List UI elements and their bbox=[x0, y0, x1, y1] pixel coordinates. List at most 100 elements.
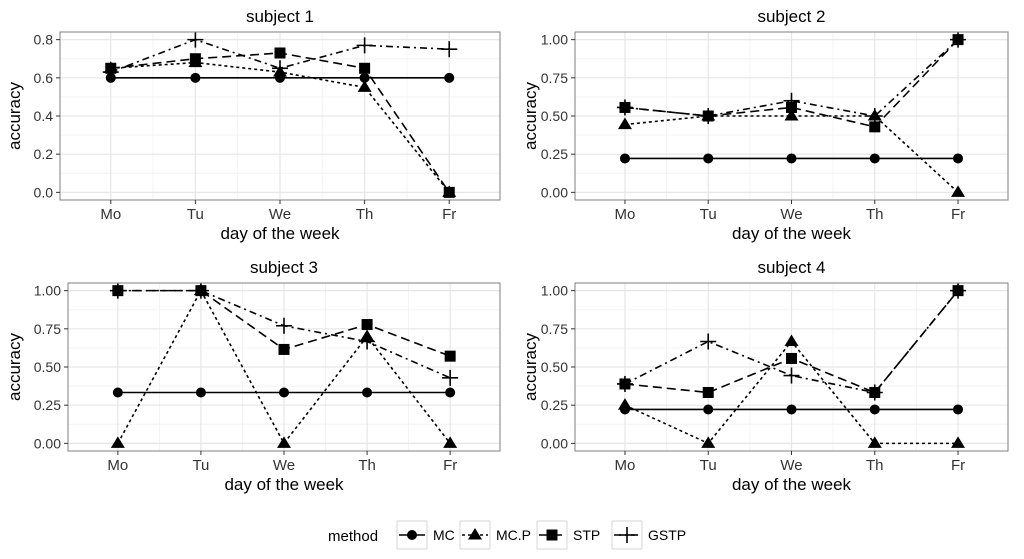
y-tick-label: 0.25 bbox=[34, 397, 61, 413]
point-gstp-mo bbox=[616, 375, 633, 392]
point-mc-tu bbox=[195, 387, 206, 398]
point-gstp-th bbox=[356, 37, 373, 54]
x-tick-label: Mo bbox=[107, 457, 128, 474]
point-stp-tu bbox=[189, 53, 201, 65]
point-gstp-tu bbox=[192, 282, 209, 299]
point-gstp-we bbox=[276, 317, 292, 334]
point-mc-we bbox=[786, 404, 797, 415]
point-mc-tu bbox=[703, 153, 714, 164]
y-tick-label: 0.75 bbox=[34, 321, 61, 337]
point-mc-th bbox=[869, 404, 880, 415]
panels-layer: 0.0 0.2 0.4 0.6 0.8 Mo Tu We Th Fr subject 1 day of… bbox=[5, 7, 1009, 494]
point-mc-th bbox=[869, 153, 880, 164]
y-tick-label: 0.4 bbox=[34, 108, 54, 124]
legend-label: MC.P bbox=[496, 527, 531, 543]
legend-label: GSTP bbox=[648, 527, 686, 543]
y-tick-label: 0.25 bbox=[541, 397, 568, 413]
x-tick-label: Mo bbox=[100, 206, 121, 223]
point-gstp-mo bbox=[102, 64, 119, 81]
point-stp-th bbox=[359, 62, 371, 74]
point-gstp-tu bbox=[187, 31, 204, 48]
series-line-mc-p bbox=[117, 288, 451, 445]
y-tick-label: 0.25 bbox=[541, 146, 568, 162]
x-tick-label: Fr bbox=[442, 206, 456, 223]
y-axis-label: accuracy bbox=[521, 81, 540, 150]
panel-3: 0.00 0.25 0.50 0.75 1.00 Mo Tu We Th Fr subject 3 d… bbox=[5, 258, 501, 494]
panel-title: subject 4 bbox=[757, 258, 825, 277]
point-gstp-fr bbox=[950, 31, 967, 48]
y-tick-label: 0.00 bbox=[34, 435, 61, 451]
legend-item-mc: MC bbox=[396, 520, 455, 550]
point-gstp-mo bbox=[109, 282, 126, 299]
x-tick-label: Th bbox=[358, 457, 376, 474]
point-mc-p-mo bbox=[617, 117, 632, 130]
x-tick-label: Tu bbox=[700, 457, 717, 474]
panel-title: subject 3 bbox=[250, 258, 318, 277]
legend-item-stp: STP bbox=[536, 520, 600, 550]
y-axis-label: accuracy bbox=[5, 81, 24, 150]
point-stp-fr bbox=[443, 186, 455, 198]
y-tick-label: 0.75 bbox=[541, 70, 568, 86]
point-mc-p-we bbox=[784, 334, 799, 347]
y-tick-label: 0.0 bbox=[34, 184, 54, 200]
point-mc-p-fr bbox=[443, 436, 458, 448]
point-gstp-th bbox=[359, 333, 376, 350]
legend-key-marker bbox=[619, 527, 635, 543]
y-tick-label: 0.00 bbox=[541, 184, 568, 200]
legend-key-marker bbox=[546, 529, 558, 541]
point-gstp-fr bbox=[950, 282, 967, 299]
x-tick-label: We bbox=[780, 457, 802, 474]
point-gstp-th bbox=[866, 384, 883, 401]
point-mc-mo bbox=[619, 153, 630, 164]
point-mc-th bbox=[359, 72, 370, 83]
point-stp-we bbox=[278, 343, 290, 355]
y-tick-label: 0.75 bbox=[541, 321, 568, 337]
x-tick-label: Fr bbox=[443, 457, 457, 474]
y-tick-label: 1.00 bbox=[541, 283, 568, 299]
legend-item-mc-p: MC.P bbox=[459, 520, 531, 550]
x-tick-label: Mo bbox=[615, 457, 636, 474]
x-axis-label: day of the week bbox=[732, 475, 852, 494]
y-axis-label: accuracy bbox=[521, 332, 540, 401]
legend: method MC MC.P STP GSTP bbox=[328, 520, 686, 550]
point-stp-fr bbox=[444, 350, 456, 362]
y-tick-label: 0.8 bbox=[34, 32, 54, 48]
x-tick-label: We bbox=[273, 457, 295, 474]
x-axis-label: day of the week bbox=[732, 224, 852, 243]
point-mc-fr bbox=[445, 387, 456, 398]
x-tick-label: Tu bbox=[700, 206, 717, 223]
point-mc-p-we bbox=[277, 436, 291, 448]
x-tick-label: Mo bbox=[615, 206, 636, 223]
legend-label: MC bbox=[433, 527, 455, 543]
point-mc-we bbox=[279, 387, 289, 398]
x-tick-label: Fr bbox=[951, 206, 965, 223]
point-mc-fr bbox=[953, 153, 964, 164]
point-mc-p-fr bbox=[951, 436, 966, 448]
point-stp-th bbox=[361, 319, 373, 331]
point-mc-p-we bbox=[784, 109, 799, 121]
panel-title: subject 1 bbox=[246, 7, 314, 26]
x-tick-label: Th bbox=[866, 457, 884, 474]
point-gstp-th bbox=[866, 108, 883, 124]
legend-label: STP bbox=[573, 527, 600, 543]
point-mc-tu bbox=[190, 72, 201, 83]
point-mc-we bbox=[786, 153, 797, 164]
point-mc-mo bbox=[112, 387, 123, 398]
point-mc-p-mo bbox=[110, 436, 125, 448]
legend-title: method bbox=[328, 528, 378, 545]
x-tick-label: Tu bbox=[192, 457, 209, 474]
point-gstp-fr bbox=[442, 369, 459, 386]
legend-item-gstp: GSTP bbox=[611, 520, 686, 550]
point-stp-we bbox=[274, 47, 286, 59]
y-tick-label: 1.00 bbox=[34, 283, 61, 299]
x-tick-label: Th bbox=[866, 206, 884, 223]
point-gstp-we bbox=[783, 367, 800, 384]
y-tick-label: 0.50 bbox=[541, 108, 568, 124]
x-axis-label: day of the week bbox=[220, 224, 340, 243]
y-tick-label: 0.6 bbox=[34, 70, 54, 86]
point-stp-th bbox=[869, 121, 881, 133]
point-gstp-we bbox=[272, 60, 288, 77]
point-mc-p-mo bbox=[617, 398, 632, 410]
x-tick-label: Tu bbox=[187, 206, 204, 223]
